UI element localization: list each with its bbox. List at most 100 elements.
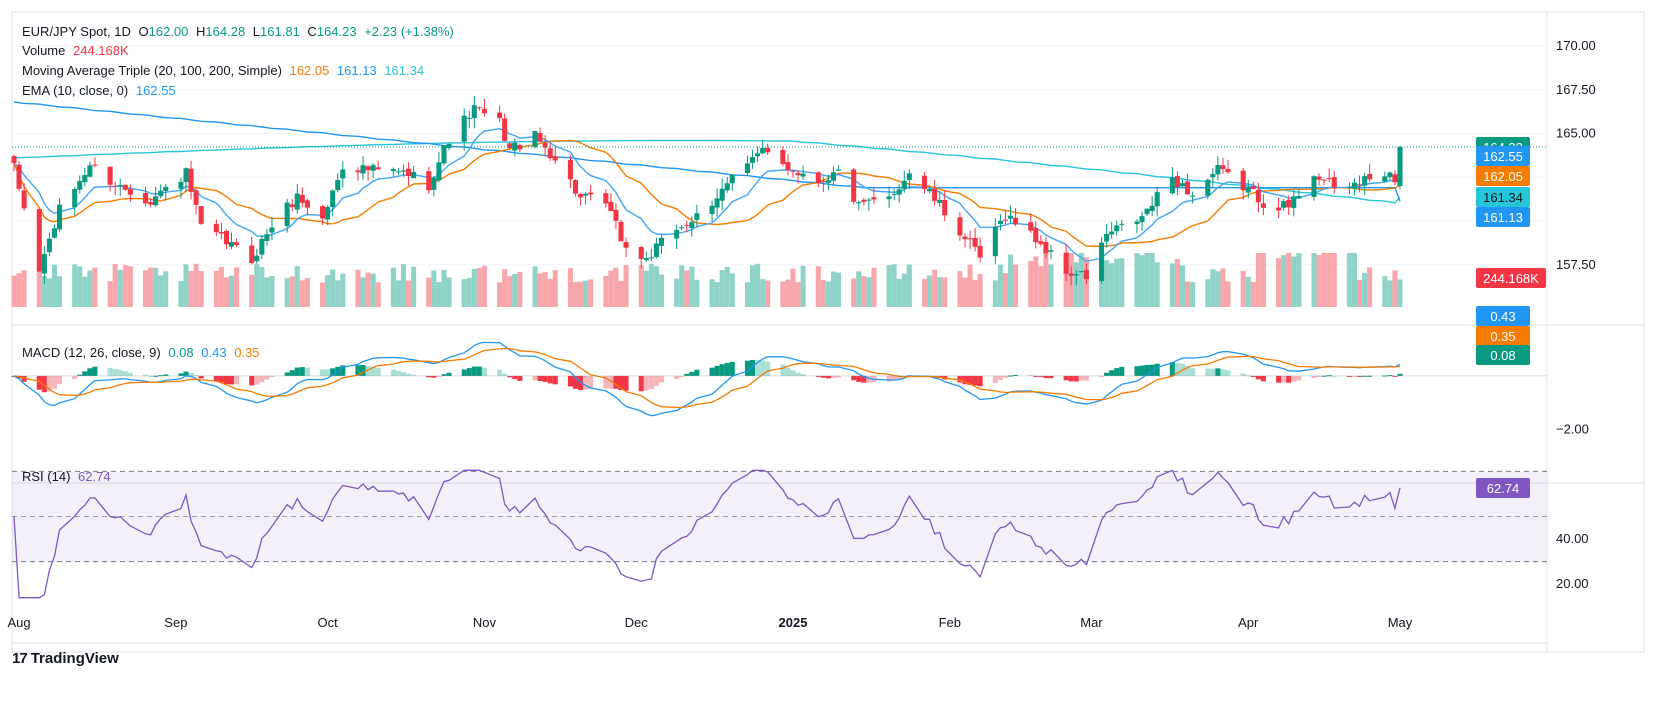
macd-hist-bar [254, 375, 260, 385]
volume-bar [370, 273, 376, 307]
volume-bar [466, 277, 472, 307]
macd-hist-bar [178, 373, 184, 376]
ma-label[interactable]: Moving Average Triple (20, 100, 200, Sim… [22, 63, 282, 78]
rsi-label[interactable]: RSI (14) [22, 469, 71, 484]
candle-body [1392, 174, 1398, 183]
macd-hist-bar [269, 375, 275, 377]
volume-bar [1397, 279, 1403, 307]
macd-label[interactable]: MACD (12, 26, close, 9) [22, 345, 161, 360]
candle-body [1134, 221, 1140, 225]
macd-hist-bar [1033, 375, 1039, 377]
volume-bar [552, 270, 558, 307]
macd-hist-bar [411, 374, 417, 376]
macd-hist-bar [780, 364, 786, 376]
symbol-title[interactable]: EUR/JPY Spot, 1D [22, 24, 131, 39]
macd-hist-bar [542, 375, 548, 382]
candle-body [785, 162, 791, 171]
macd-hist-bar [583, 375, 589, 390]
candle-body [1351, 182, 1358, 189]
candle-body [284, 202, 290, 226]
candle-body [436, 162, 442, 181]
volume-bar [896, 278, 902, 307]
candle-body [193, 190, 199, 205]
tradingview-logo[interactable]: 17 TradingView [12, 650, 119, 667]
candle-body [158, 190, 164, 197]
candle-body [1144, 208, 1150, 215]
candle-body [744, 163, 750, 174]
volume-bar [264, 277, 270, 307]
macd-hist-bar [1387, 375, 1393, 377]
volume-bar [82, 276, 88, 307]
volume-bar [218, 267, 224, 307]
macd-tick: −2.00 [1556, 421, 1589, 436]
macd-hist-bar [547, 375, 553, 384]
candle-body [36, 209, 42, 272]
volume-bar [1149, 253, 1155, 307]
volume-bar [21, 270, 27, 307]
macd-hist-bar [1276, 375, 1282, 383]
candle-body [765, 147, 771, 153]
ma20-value: 162.05 [289, 63, 330, 78]
macd-hist-bar [193, 375, 199, 377]
macd-hist-bar [896, 375, 902, 380]
candle-body [441, 145, 447, 164]
volume-bar [992, 280, 998, 307]
candle-body [1382, 176, 1388, 182]
candle-body [825, 180, 831, 183]
volume-bar [193, 263, 199, 307]
volume-bar [583, 280, 589, 307]
candle-body [886, 196, 892, 200]
candle-body [502, 118, 508, 141]
candle-body [967, 238, 973, 240]
badge-text: 161.13 [1483, 210, 1523, 225]
candle-body [365, 166, 371, 171]
candle-body [512, 142, 518, 151]
candle-body [1154, 192, 1160, 207]
volume-bar [400, 264, 407, 307]
macd-signal-line [13, 347, 1401, 409]
macd-hist-bar [466, 368, 472, 376]
macd-hist-bar [72, 375, 78, 380]
macd-hist-bar [264, 375, 270, 380]
volume-bar [1119, 258, 1125, 307]
candle-body [623, 242, 629, 248]
macd-hist-bar [972, 375, 978, 386]
low-value: 161.81 [260, 24, 300, 39]
volume-bar [825, 281, 831, 307]
candle-body [1043, 242, 1049, 254]
volume-bar [476, 267, 482, 307]
ema-label[interactable]: EMA (10, close, 0) [22, 83, 129, 98]
candle-body [46, 238, 52, 253]
candle-body [1255, 189, 1261, 203]
moving-average-lines [13, 101, 1401, 263]
badge-bg [1476, 326, 1530, 346]
macd-hist-bar [507, 375, 513, 378]
macd-hist-bar [1291, 375, 1297, 382]
volume-bar [972, 279, 978, 307]
macd-hist-bar [92, 366, 98, 376]
candle-body [830, 172, 836, 181]
candle-body [1387, 172, 1393, 178]
candle-body [552, 156, 558, 161]
macd-hist-bar [992, 375, 998, 384]
candle-body [1119, 223, 1125, 225]
candle-body [613, 209, 619, 221]
macd-hist-bar [46, 375, 52, 392]
volume-label[interactable]: Volume [22, 43, 66, 58]
volume-bar [856, 271, 862, 307]
volume-value: 244.168K [73, 43, 129, 58]
macd-hist-bar [1250, 375, 1256, 377]
volume-bar [284, 278, 290, 307]
volume-bar [588, 279, 594, 307]
macd-hist-bar [567, 375, 573, 387]
candle-body [340, 169, 346, 179]
volume-bar [1225, 281, 1231, 307]
macd-hist-bar [21, 375, 27, 382]
price-candles [11, 95, 1403, 286]
volume-bar [1007, 254, 1014, 307]
volume-bar [638, 265, 644, 307]
volume-bar [1291, 256, 1297, 307]
volume-bar [1220, 268, 1226, 307]
candle-body [21, 190, 27, 209]
